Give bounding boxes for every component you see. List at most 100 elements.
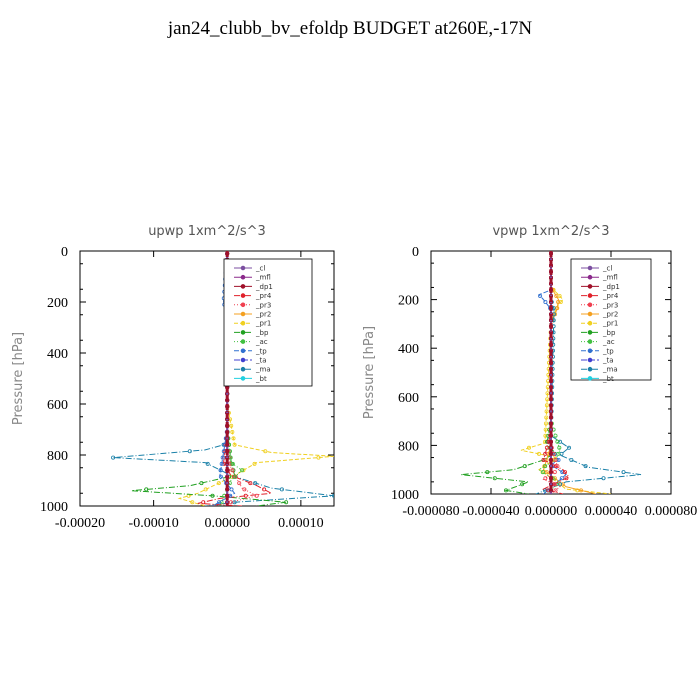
series-point-dp1 <box>549 445 554 450</box>
legend-label: _bt <box>602 375 614 383</box>
series-point-ac <box>543 464 548 469</box>
series-point-pr4 <box>541 457 546 462</box>
series-point-ma <box>551 318 556 323</box>
series-point-ac <box>239 468 244 473</box>
series-point-ma <box>187 449 192 454</box>
series-point-dp1 <box>549 385 554 390</box>
series-point-pr1 <box>558 299 563 304</box>
series-point-pr1 <box>232 442 237 447</box>
series-point-pr1 <box>203 487 208 492</box>
legend-label: _bp <box>255 329 269 337</box>
series-point-dp1 <box>225 410 230 415</box>
series-point-dp1 <box>549 263 554 268</box>
legend-label: _pr4 <box>602 292 619 300</box>
legend-label: _ta <box>602 357 614 365</box>
legend-label: _pr2 <box>255 311 271 319</box>
y-tick-label: 600 <box>398 391 419 406</box>
series-point-dp1 <box>225 429 230 434</box>
series-point-dp1 <box>549 482 554 487</box>
legend-label: _cl <box>255 265 265 273</box>
x-tick-label: 0.000040 <box>585 504 638 519</box>
series-point-pr1 <box>537 451 542 456</box>
legend: _cl_mfl_dp1_pr4_pr3_pr2_pr1_bp_ac_tp_ta_… <box>570 258 652 383</box>
series-point-pr2 <box>555 306 560 311</box>
series-point-dp1 <box>549 257 554 262</box>
series-point-pr1 <box>190 500 195 505</box>
series-point-ac <box>233 474 238 479</box>
series-point-pr1 <box>229 423 234 428</box>
legend-marker <box>240 348 246 354</box>
series-point-dp1 <box>225 442 230 447</box>
series-point-dp1 <box>549 281 554 286</box>
series-point-pr3 <box>242 487 247 492</box>
y-tick-label: 800 <box>47 449 68 464</box>
y-tick-label: 400 <box>398 342 419 357</box>
series-point-dp1 <box>549 470 554 475</box>
legend-label: _pr3 <box>602 301 618 309</box>
series-point-pr3 <box>553 488 558 493</box>
series-point-ac <box>555 439 560 444</box>
series-point-dp1 <box>549 464 554 469</box>
chart-panel-2: vpwp 1xm^2/s^3 Pressure [hPa] 0 200 400 600 80… <box>362 224 697 519</box>
series-point-ma <box>558 439 563 444</box>
series-point-pr1 <box>544 409 549 414</box>
series-point-dp1 <box>549 366 554 371</box>
legend-marker <box>240 311 246 317</box>
y-tick-label: 200 <box>47 296 68 311</box>
series-point-pr2 <box>556 299 561 304</box>
series-point-tp <box>220 455 225 460</box>
series-point-dp1 <box>225 423 230 428</box>
legend-label: _pr3 <box>255 301 271 309</box>
series-point-tp <box>218 474 223 479</box>
series-point-dp1 <box>225 493 230 498</box>
series-point-pr4 <box>243 493 248 498</box>
series-point-dp1 <box>225 417 230 422</box>
series-point-pr1 <box>545 397 550 402</box>
series-point-ma <box>232 500 237 505</box>
legend-marker <box>240 330 246 335</box>
series-point-dp1 <box>225 487 230 492</box>
series-point-dp1 <box>549 457 554 462</box>
legend-label: _ma <box>255 366 271 374</box>
y-tick-label: 0 <box>412 245 419 260</box>
legend-marker <box>587 376 593 381</box>
series-point-dp1 <box>225 398 230 403</box>
series-point-ma <box>601 476 606 481</box>
series-point-dp1 <box>549 330 554 335</box>
series-point-dp1 <box>549 287 554 292</box>
legend-marker <box>587 348 593 354</box>
series-point-pr2 <box>544 470 549 475</box>
legend-label: _tp <box>602 347 614 355</box>
series-point-dp1 <box>549 488 554 493</box>
legend-marker <box>240 274 246 280</box>
series-point-ma <box>559 451 564 456</box>
series-line-bp <box>460 251 557 494</box>
series-point-pr4 <box>201 500 206 505</box>
series-point-dp1 <box>549 409 554 414</box>
series-point-dp1 <box>225 449 230 454</box>
legend-marker <box>240 366 246 372</box>
legend-box <box>223 258 313 387</box>
legend-marker <box>240 265 246 271</box>
series-point-pr3 <box>228 500 233 505</box>
legend-label: _pr4 <box>255 292 272 300</box>
series-point-ac <box>556 451 561 456</box>
series-point-bp <box>485 470 490 475</box>
series-point-pr3 <box>237 481 242 486</box>
legend-label: _ma <box>602 366 618 374</box>
series-point-bp <box>199 481 204 486</box>
y-axis-label: Pressure [hPa] <box>362 326 377 419</box>
series-point-bp <box>144 487 149 492</box>
series-point-pr3 <box>230 468 235 473</box>
series-point-pr1 <box>263 449 268 454</box>
x-tick-label: -0.000040 <box>462 504 519 519</box>
legend-marker <box>587 302 593 308</box>
series-point-ma <box>583 464 588 469</box>
series-point-dp1 <box>549 427 554 432</box>
y-tick-label: 200 <box>398 294 419 309</box>
series-point-ac <box>230 461 235 466</box>
legend-marker <box>240 302 246 308</box>
series-point-dp1 <box>549 336 554 341</box>
series-point-ma <box>332 493 334 498</box>
